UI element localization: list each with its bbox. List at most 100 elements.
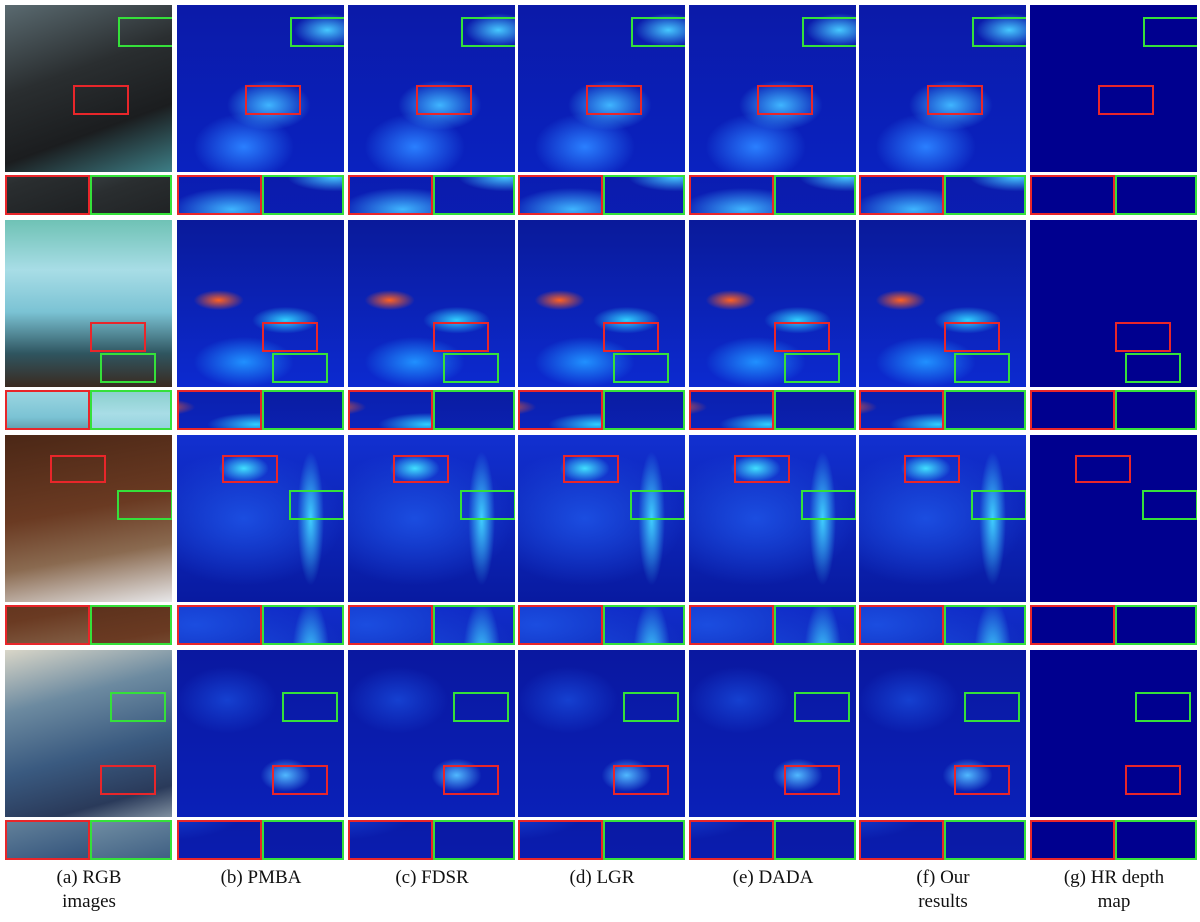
zoom-inset	[348, 175, 433, 215]
green-box	[100, 353, 156, 383]
zoom-inset	[348, 820, 433, 860]
zoom-inset	[5, 390, 90, 430]
caption-line: (d) LGR	[569, 867, 635, 888]
zoom-inset	[90, 390, 172, 430]
caption: (f) Our results	[859, 866, 1027, 914]
green-box	[623, 692, 679, 722]
green-box	[1125, 353, 1181, 383]
image-panel	[5, 5, 172, 172]
zoom-inset	[1030, 820, 1115, 860]
image-panel	[5, 220, 172, 387]
red-box	[927, 85, 983, 115]
red-box	[563, 455, 619, 483]
zoom-inset	[5, 175, 90, 215]
zoom-inset	[433, 820, 515, 860]
zoom-inset	[5, 820, 90, 860]
red-box	[73, 85, 129, 115]
zoom-inset	[774, 175, 856, 215]
image-panel	[689, 5, 856, 172]
zoom-inset	[518, 390, 603, 430]
caption-line: images	[62, 891, 116, 912]
zoom-inset	[262, 605, 344, 645]
green-box	[289, 490, 344, 520]
red-box	[613, 765, 669, 795]
caption-line: (e) DADA	[732, 867, 814, 888]
image-panel	[689, 650, 856, 817]
red-box	[1125, 765, 1181, 795]
zoom-inset	[177, 390, 262, 430]
image-panel	[5, 650, 172, 817]
zoom-inset	[1030, 390, 1115, 430]
green-box	[453, 692, 509, 722]
zoom-inset	[1115, 820, 1197, 860]
image-panel	[348, 220, 515, 387]
green-box	[801, 490, 856, 520]
image-panel	[1030, 5, 1197, 172]
image-panel	[859, 220, 1026, 387]
red-box	[603, 322, 659, 352]
zoom-inset	[1030, 605, 1115, 645]
image-panel	[177, 435, 344, 602]
green-box	[1143, 17, 1197, 47]
zoom-inset	[774, 390, 856, 430]
caption-line: (a) RGB	[56, 867, 122, 888]
image-panel	[859, 5, 1026, 172]
caption: (c) FDSR	[348, 866, 516, 890]
zoom-inset	[262, 390, 344, 430]
green-box	[1142, 490, 1197, 520]
image-panel	[859, 435, 1026, 602]
caption: (d) LGR	[518, 866, 686, 890]
zoom-inset	[1115, 390, 1197, 430]
red-box	[90, 322, 146, 352]
zoom-inset	[944, 390, 1026, 430]
zoom-inset	[177, 175, 262, 215]
green-box	[117, 490, 172, 520]
zoom-inset	[859, 605, 944, 645]
green-box	[118, 17, 172, 47]
image-panel	[689, 220, 856, 387]
image-panel	[1030, 650, 1197, 817]
image-panel	[518, 435, 685, 602]
zoom-inset	[433, 605, 515, 645]
green-box	[290, 17, 344, 47]
zoom-inset	[348, 605, 433, 645]
red-box	[245, 85, 301, 115]
zoom-inset	[433, 390, 515, 430]
red-box	[443, 765, 499, 795]
red-box	[50, 455, 106, 483]
red-box	[944, 322, 1000, 352]
image-panel	[1030, 435, 1197, 602]
zoom-inset	[177, 820, 262, 860]
zoom-inset	[518, 175, 603, 215]
red-box	[100, 765, 156, 795]
caption-line: map	[1097, 891, 1131, 912]
image-panel	[1030, 220, 1197, 387]
green-box	[272, 353, 328, 383]
zoom-inset	[603, 175, 685, 215]
zoom-inset	[689, 175, 774, 215]
zoom-inset	[348, 390, 433, 430]
red-box	[433, 322, 489, 352]
image-panel	[518, 220, 685, 387]
zoom-inset	[944, 820, 1026, 860]
green-box	[954, 353, 1010, 383]
red-box	[757, 85, 813, 115]
green-box	[443, 353, 499, 383]
zoom-inset	[774, 605, 856, 645]
zoom-inset	[603, 390, 685, 430]
zoom-inset	[603, 820, 685, 860]
zoom-inset	[859, 390, 944, 430]
caption: (a) RGB images	[5, 866, 173, 914]
caption-line: (c) FDSR	[395, 867, 469, 888]
zoom-inset	[1030, 175, 1115, 215]
green-box	[802, 17, 856, 47]
red-box	[734, 455, 790, 483]
zoom-inset	[5, 605, 90, 645]
image-panel	[518, 650, 685, 817]
zoom-inset	[774, 820, 856, 860]
red-box	[784, 765, 840, 795]
green-box	[784, 353, 840, 383]
red-box	[416, 85, 472, 115]
caption-line: (f) Our	[916, 867, 970, 888]
